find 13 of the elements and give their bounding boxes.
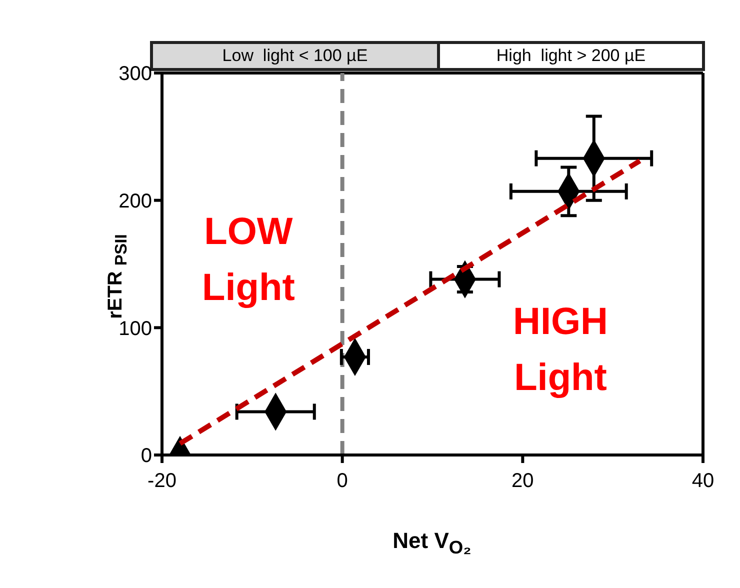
x-axis-title: Net V$_{O₂}$ xyxy=(392,528,472,558)
x-tick-label: -20 xyxy=(148,470,176,492)
y-tick-label: 100 xyxy=(118,318,152,340)
text: Low light < 100 µE xyxy=(222,46,368,65)
y-tick-label: 200 xyxy=(118,190,152,212)
text: High light > 200 µE xyxy=(437,41,705,71)
annotation: LOW Light xyxy=(202,210,295,311)
y-tick-label: 0 xyxy=(140,445,152,468)
y-tick-label: 300 xyxy=(118,63,152,86)
annotation: HIGH Light xyxy=(513,300,608,401)
x-tick-label: 0 xyxy=(336,470,348,492)
x-tick-label: 40 xyxy=(692,470,714,492)
x-tick-label: 20 xyxy=(512,470,534,492)
